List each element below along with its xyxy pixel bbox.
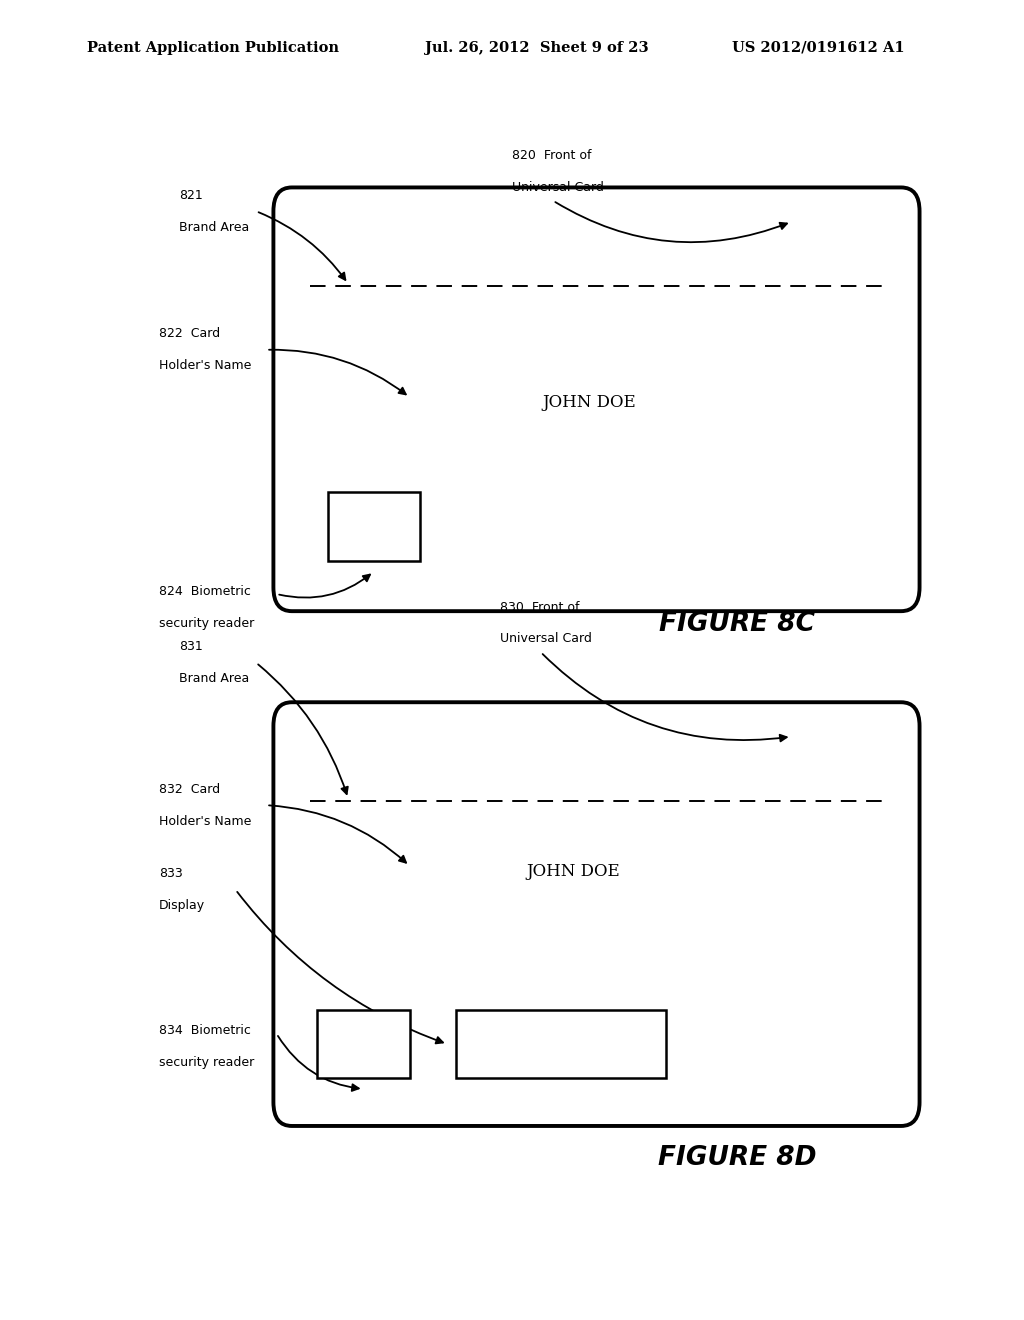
Text: 831: 831 bbox=[179, 640, 203, 653]
Text: Holder's Name: Holder's Name bbox=[159, 814, 251, 828]
Text: Universal Card: Universal Card bbox=[512, 181, 604, 194]
Bar bbox=[456, 1010, 666, 1078]
Text: 822  Card: 822 Card bbox=[159, 327, 220, 341]
Text: 820  Front of: 820 Front of bbox=[512, 149, 592, 162]
Text: 830  Front of: 830 Front of bbox=[500, 601, 580, 614]
Text: security reader: security reader bbox=[159, 1056, 254, 1069]
Bar bbox=[317, 1010, 410, 1078]
Text: 832  Card: 832 Card bbox=[159, 783, 220, 796]
Bar bbox=[328, 492, 420, 561]
Text: FIGURE 8D: FIGURE 8D bbox=[658, 1144, 816, 1171]
Text: security reader: security reader bbox=[159, 616, 254, 630]
Text: JOHN DOE: JOHN DOE bbox=[542, 395, 636, 411]
Text: FIGURE 8C: FIGURE 8C bbox=[659, 611, 815, 638]
Text: Universal Card: Universal Card bbox=[500, 632, 592, 645]
FancyBboxPatch shape bbox=[273, 187, 920, 611]
Text: 824  Biometric: 824 Biometric bbox=[159, 585, 251, 598]
Text: Display: Display bbox=[159, 899, 205, 912]
Text: US 2012/0191612 A1: US 2012/0191612 A1 bbox=[732, 41, 905, 54]
Text: 821: 821 bbox=[179, 189, 203, 202]
Text: Brand Area: Brand Area bbox=[179, 220, 250, 234]
FancyBboxPatch shape bbox=[273, 702, 920, 1126]
Text: 834  Biometric: 834 Biometric bbox=[159, 1024, 251, 1038]
Text: Jul. 26, 2012  Sheet 9 of 23: Jul. 26, 2012 Sheet 9 of 23 bbox=[425, 41, 648, 54]
Text: Patent Application Publication: Patent Application Publication bbox=[87, 41, 339, 54]
Text: JOHN DOE: JOHN DOE bbox=[526, 863, 621, 879]
Text: Brand Area: Brand Area bbox=[179, 672, 250, 685]
Text: Holder's Name: Holder's Name bbox=[159, 359, 251, 372]
Text: 833: 833 bbox=[159, 867, 182, 880]
